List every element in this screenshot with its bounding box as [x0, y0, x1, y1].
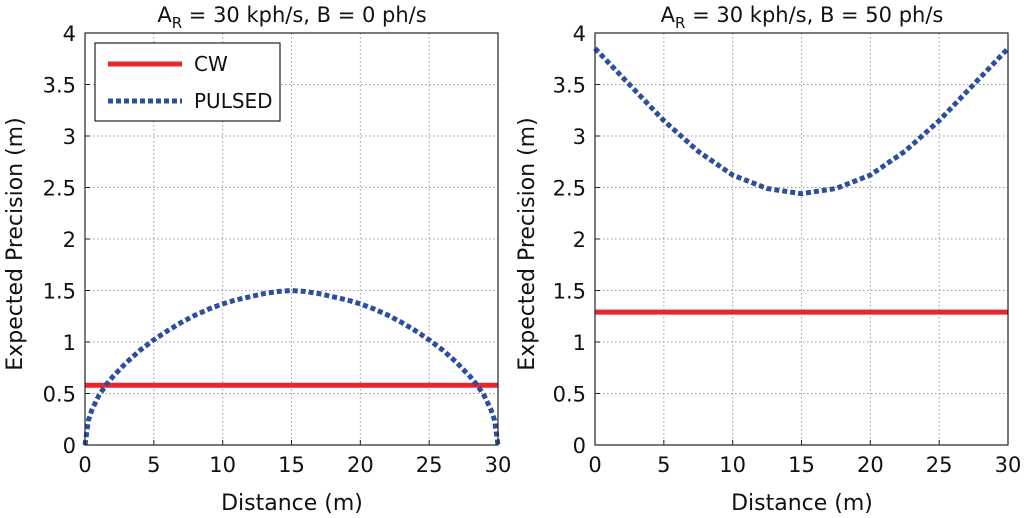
left-chart-panel: AR = 30 kph/s, B = 0 ph/s Distance (m) E…: [3, 3, 511, 516]
left-x-tick-label: 30: [485, 453, 512, 477]
left-chart-title: AR = 30 kph/s, B = 0 ph/s: [157, 3, 426, 32]
right-y-tick-label: 1.5: [553, 280, 586, 304]
legend-box: [94, 42, 281, 122]
left-y-tick-label: 2: [63, 228, 76, 252]
left-x-tick-label: 5: [147, 453, 160, 477]
left-x-tick-label: 0: [78, 453, 91, 477]
right-y-tick-label: 1: [573, 331, 586, 355]
left-x-tick-label: 10: [209, 453, 236, 477]
right-y-tick-label: 3.5: [553, 74, 586, 98]
right-y-tick-label: 4: [573, 22, 586, 46]
left-y-tick-label: 0.5: [43, 383, 76, 407]
right-x-tick-label: 15: [788, 453, 815, 477]
right-x-tick-label: 5: [657, 453, 670, 477]
right-chart-title: AR = 30 kph/s, B = 50 ph/s: [661, 3, 944, 32]
right-chart-panel: AR = 30 kph/s, B = 50 ph/s Distance (m) …: [515, 3, 1021, 516]
left-y-tick-label: 3: [63, 125, 76, 149]
legend-label-cw: CW: [194, 52, 228, 76]
right-axes-frame: [594, 32, 1009, 446]
left-y-tick-label: 1.5: [43, 280, 76, 304]
right-y-axis-label: Expected Precision (m): [515, 117, 540, 370]
right-y-tick-label: 0: [573, 434, 586, 458]
right-y-tick-label: 2: [573, 228, 586, 252]
left-y-tick-label: 3.5: [43, 74, 76, 98]
right-x-axis-label: Distance (m): [731, 491, 873, 516]
left-y-tick-label: 2.5: [43, 177, 76, 201]
right-x-tick-label: 30: [995, 453, 1022, 477]
right-y-tick-label: 3: [573, 125, 586, 149]
right-y-tick-label: 2.5: [553, 177, 586, 201]
right-x-tick-label: 20: [857, 453, 884, 477]
left-x-axis-label: Distance (m): [221, 491, 363, 516]
left-x-tick-label: 25: [416, 453, 443, 477]
right-x-tick-label: 10: [719, 453, 746, 477]
right-y-tick-label: 0.5: [553, 383, 586, 407]
left-y-tick-label: 1: [63, 331, 76, 355]
right-series-pulsed-line: [593, 46, 1010, 197]
legend: CW PULSED: [94, 42, 281, 122]
left-y-axis-label: Expected Precision (m): [3, 117, 28, 370]
legend-label-pulsed: PULSED: [194, 89, 273, 113]
right-x-tick-label: 0: [588, 453, 601, 477]
right-x-tick-label: 25: [926, 453, 953, 477]
left-x-tick-label: 15: [278, 453, 305, 477]
left-y-tick-label: 0: [63, 434, 76, 458]
left-x-tick-label: 20: [347, 453, 374, 477]
left-y-tick-label: 4: [63, 22, 76, 46]
